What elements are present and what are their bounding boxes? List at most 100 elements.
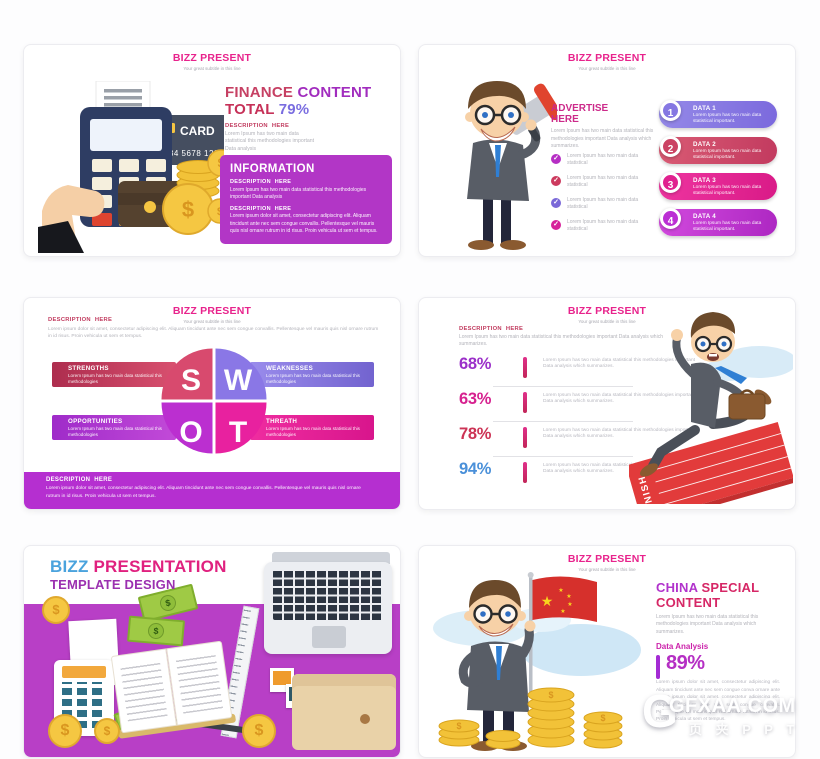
- description-block: DESCRIPTION HERE Lorem ipsum dolor sit a…: [48, 317, 383, 340]
- photo-icon: [270, 668, 294, 692]
- china-title: CHINA SPECIAL CONTENT: [656, 580, 782, 611]
- divider-line: [493, 386, 633, 387]
- cover-title: BIZZ PRESENTATION: [50, 557, 227, 577]
- stat-value: 94%: [459, 460, 492, 478]
- pill-number: 1: [660, 100, 681, 121]
- star-icon: ★: [566, 593, 571, 600]
- accent-bar: [656, 655, 660, 680]
- tie-icon: [496, 646, 502, 680]
- bar-title: OPPORTUNITIES: [68, 418, 123, 425]
- checklist-text: Lorem Ipsum has two main data statistica…: [567, 219, 639, 232]
- checklist-item: ✓ Lorem Ipsum has two main data statisti…: [551, 197, 661, 217]
- pill-label: DATA 3: [693, 177, 716, 184]
- data-pill: 2 DATA 2 Lorem Ipsum has two main data s…: [659, 136, 777, 164]
- title-word: FINANCE: [225, 84, 294, 101]
- swot-letter-w: W: [224, 364, 253, 397]
- pill-number: 3: [660, 172, 681, 193]
- checklist-text: Lorem Ipsum has two main data statistica…: [567, 175, 639, 188]
- tie-icon: [715, 366, 747, 384]
- businessman-megaphone-illustration: [465, 81, 557, 250]
- swot-circle: S W O T: [161, 348, 267, 454]
- description-block: DESCRIPTION HERE Lorem Ipsum has two mai…: [225, 123, 393, 154]
- check-icon: ✓: [551, 154, 561, 164]
- china-body-text: Lorem ipsum dolor sit amet, consectetur …: [656, 680, 780, 723]
- pill-number: 2: [660, 136, 681, 157]
- envelope-clasp: [360, 714, 370, 724]
- china-flag-icon: ★ ★ ★ ★ ★: [532, 576, 597, 622]
- checklist-item: ✓ Lorem Ipsum has two main data statisti…: [551, 219, 661, 239]
- slide-subtitle: Your great subtitle in this line: [578, 318, 636, 324]
- payment-illustration: CARD 1234 5678 1234: [38, 81, 224, 253]
- slide-thumbnail-desk[interactable]: $ $ $ $ $ $ $ BIZZ PRESENTATION TEMPLATE…: [23, 545, 401, 758]
- information-title: INFORMATION: [230, 163, 315, 175]
- pill-number: 4: [660, 208, 681, 229]
- slide-thumbnail-stats[interactable]: BIZZ PRESENT Your great subtitle in this…: [418, 297, 796, 510]
- envelope-icon: [292, 674, 396, 750]
- card-number: 1234 5678 1234: [159, 149, 224, 158]
- bar-title: STRENGTHS: [68, 365, 109, 372]
- money-bill-icon: $: [126, 615, 186, 647]
- title-word: SPECIAL: [701, 580, 760, 595]
- dollar-icon: $: [182, 197, 194, 222]
- slide-thumbnail-advertise[interactable]: BIZZ PRESENT Your great subtitle in this…: [418, 44, 796, 257]
- check-icon: ✓: [551, 176, 561, 186]
- title-word: HERE: [551, 114, 579, 126]
- businessman: [458, 580, 536, 751]
- stat-text: Lorem Ipsum has two main data statistica…: [543, 392, 695, 405]
- slide-subtitle: Your great subtitle in this line: [578, 566, 636, 572]
- description-text: Lorem ipsum dolor sit amet, consectetur …: [48, 326, 379, 339]
- slide-title: BIZZ PRESENT: [172, 52, 252, 64]
- dollar-icon: $: [158, 593, 178, 613]
- coins-icon: [162, 149, 224, 235]
- coin-icon: $: [42, 596, 70, 624]
- title-word: PRESENTATION: [93, 557, 227, 576]
- divider-line: [493, 456, 633, 457]
- pill-text: Lorem Ipsum has two main data statistica…: [693, 113, 762, 125]
- slide-thumbnail-china[interactable]: BIZZ PRESENT Your great subtitle in this…: [418, 545, 796, 758]
- slide-thumbnail-finance[interactable]: BIZZ PRESENT Your great subtitle in this…: [23, 44, 401, 257]
- slide-subtitle: Your great subtitle in this line: [183, 318, 241, 324]
- smile: [480, 126, 516, 142]
- pill-text: Lorem Ipsum has two main data statistica…: [693, 221, 762, 233]
- laptop-touchpad: [312, 626, 346, 648]
- description-text: Lorem Ipsum has two main data statistica…: [225, 130, 315, 152]
- slide-thumbnail-swot[interactable]: BIZZ PRESENT Your great subtitle in this…: [23, 297, 401, 510]
- title-word: ADVERTISE: [551, 103, 609, 114]
- coin-icon: $: [94, 718, 120, 744]
- open-book-icon: [110, 639, 237, 742]
- slide-subtitle: Your great subtitle in this line: [578, 65, 636, 71]
- dollar-icon: $: [147, 622, 165, 640]
- swot-bar-opportunities: OPPORTUNITIES Lorem Ipsum has two main d…: [52, 415, 176, 440]
- coin-icon: $: [242, 714, 276, 748]
- swot-letter-s: S: [181, 364, 201, 397]
- data-pill: 4 DATA 4 Lorem Ipsum has two main data s…: [659, 208, 777, 236]
- china-text-block: CHINA SPECIAL CONTENT Lorem Ipsum has tw…: [656, 580, 782, 724]
- bar-title: THREATH: [266, 418, 298, 425]
- swot-bar-weaknesses: WEAKNESSES Lorem Ipsum has two main data…: [250, 362, 374, 387]
- stat-row: 68% Lorem Ipsum has two main data statis…: [459, 355, 714, 387]
- description-block: DESCRIPTION HERE Lorem Ipsum has two mai…: [459, 326, 674, 349]
- advertise-intro: Lorem Ipsum has two main data statistica…: [551, 128, 654, 149]
- pill-label: DATA 1: [693, 105, 716, 112]
- title-word: TOTAL: [225, 100, 275, 118]
- stat-value: 68%: [459, 355, 492, 373]
- info-desc-text: Lorem Ipsum has two main data statistica…: [230, 186, 367, 201]
- china-intro: Lorem Ipsum has two main data statistica…: [656, 613, 759, 635]
- stat-divider-bar: [523, 427, 527, 448]
- description-label: DESCRIPTION HERE: [459, 326, 524, 332]
- pill-label: DATA 4: [693, 213, 716, 220]
- slide-header: BIZZ PRESENT Your great subtitle in this…: [419, 305, 795, 324]
- stat-row: 63% Lorem Ipsum has two main data statis…: [459, 390, 714, 422]
- dollar-icon: $: [600, 713, 605, 723]
- title-percent: 79%: [278, 100, 310, 118]
- checklist-item: ✓ Lorem Ipsum has two main data statisti…: [551, 175, 661, 195]
- footer-text: Lorem ipsum dolor sit amet, consectetur …: [46, 486, 361, 499]
- stat-text: Lorem Ipsum has two main data statistica…: [543, 357, 695, 370]
- data-pill: 1 DATA 1 Lorem Ipsum has two main data s…: [659, 100, 777, 128]
- bar-text: Lorem Ipsum has two main data statistica…: [68, 426, 162, 437]
- analysis-value: 89%: [666, 652, 705, 675]
- bar-text: Lorem Ipsum has two main data statistica…: [68, 373, 162, 384]
- stat-text: Lorem Ipsum has two main data statistica…: [543, 427, 695, 440]
- laptop-lid: [272, 552, 390, 564]
- slide-header: BIZZ PRESENT Your great subtitle in this…: [24, 52, 400, 71]
